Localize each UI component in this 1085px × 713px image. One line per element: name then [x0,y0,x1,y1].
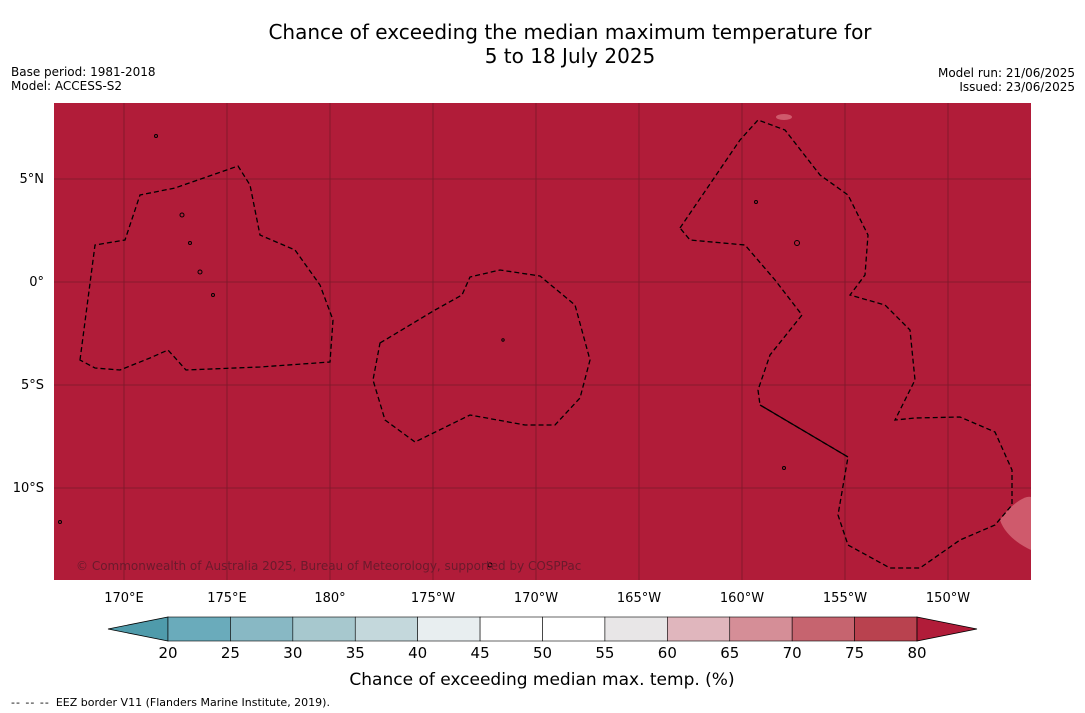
colorbar-bin [791,616,855,642]
island [188,241,192,245]
colorbar-bin [604,616,668,642]
lat-label-0: 0° [29,275,44,290]
island [154,134,158,138]
island [487,562,493,568]
model-run-text: Model run: 21/06/2025 [937,66,1075,80]
colorbar-tick-label: 70 [783,644,802,662]
colorbar-tick-label: 30 [283,644,302,662]
meta-right: Model run: 21/06/2025 Issued: 23/06/2025 [938,66,1075,94]
lat-label-5s: 5°S [21,378,44,393]
lon-label-150w: 150°W [926,591,970,606]
eez-dash-sample: -- -- -- [11,696,50,709]
island [197,269,203,275]
island [754,200,758,204]
base-period-text: Base period: 1981-2018 [11,65,156,79]
colorbar-over-extension [916,616,978,642]
eez-kiribati-phoenix [372,269,591,443]
colorbar-tick-label: 20 [158,644,177,662]
lon-label-175w: 175°W [411,591,455,606]
colorbar-tick-label: 35 [346,644,365,662]
colorbar-tick-label: 25 [221,644,240,662]
lat-labels: 5°N 0° 5°S 10°S [13,172,44,496]
island [501,338,505,342]
colorbar-bin [292,616,356,642]
colorbar-tick-label: 65 [720,644,739,662]
colorbar-tick-label: 80 [907,644,926,662]
colorbar-tick-label: 75 [845,644,864,662]
island [794,240,800,246]
colorbar: 20 25 30 35 40 45 50 55 60 65 70 75 80 Chance of exc… [107,616,978,690]
meta-left: Base period: 1981-2018 Model: ACCESS-S2 [11,65,156,93]
higher-chance-patch [1000,496,1031,550]
eez-kiribati-line [679,119,1013,569]
map-panel [54,103,1031,580]
colorbar-tick-label: 60 [658,644,677,662]
islands [58,134,800,568]
eez-footnote-text: EEZ border V11 (Flanders Marine Institut… [55,696,330,709]
lon-label-175e: 175°E [207,591,247,606]
colorbar-tick-label: 55 [595,644,614,662]
lat-label-5n: 5°N [20,172,45,187]
colorbar-bin [729,616,793,642]
colorbar-bin [230,616,294,642]
title-line-1: Chance of exceeding the median maximum t… [268,20,872,44]
colorbar-bin [854,616,918,642]
lon-label-180: 180° [314,591,345,606]
lon-label-170w: 170°W [514,591,558,606]
eez-solid-segment [759,404,849,458]
colorbar-bin [542,616,606,642]
map-title: Chance of exceeding the median maximum t… [220,20,920,68]
gridlines [54,103,1031,580]
lat-label-10s: 10°S [13,481,44,496]
colorbar-under-extension [107,616,169,642]
copyright-text: © Commonwealth of Australia 2025, Bureau… [76,559,581,573]
colorbar-bin [667,616,731,642]
eez-footnote: -- -- -- EEZ border V11 (Flanders Marine … [11,696,330,709]
island [58,520,62,524]
lon-label-160w: 160°W [720,591,764,606]
lon-label-155w: 155°W [823,591,867,606]
lon-label-165w: 165°W [617,591,661,606]
colorbar-bin [354,616,418,642]
colorbar-tick-label: 50 [533,644,552,662]
higher-chance-spot [776,114,792,120]
lon-label-170e: 170°E [104,591,144,606]
colorbar-tick-labels: 20 25 30 35 40 45 50 55 60 65 70 75 80 [158,644,926,662]
issued-text: Issued: 23/06/2025 [959,80,1075,94]
colorbar-bin [417,616,481,642]
eez-kiribati-gilbert [79,165,334,371]
colorbar-bin [167,616,231,642]
lon-labels: 170°E 175°E 180° 175°W 170°W 165°W 160°W… [104,591,970,606]
colorbar-title: Chance of exceeding median max. temp. (%… [349,670,734,690]
colorbar-tick-label: 40 [408,644,427,662]
island [211,293,215,297]
colorbar-tick-label: 45 [471,644,490,662]
island [179,212,185,218]
colorbar-bin [479,616,543,642]
eez-borders [79,119,1013,569]
colorbar-bins [167,616,918,642]
model-text: Model: ACCESS-S2 [11,79,123,93]
title-line-2: 5 to 18 July 2025 [484,44,656,68]
island [782,466,786,470]
